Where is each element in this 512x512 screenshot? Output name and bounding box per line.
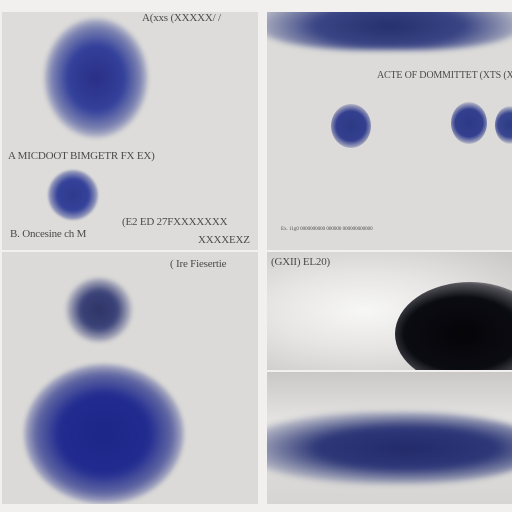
panel-bottom-left: ( Ire Fiesertie xyxy=(2,252,258,504)
panel-caption: Ex. 11g0 0000000000 000000 000000000000 xyxy=(281,227,373,232)
panel-label-right-2: XXXXEXZ xyxy=(198,234,250,246)
panel-label-top: A(xxs (XXXXX/ / xyxy=(142,12,221,24)
panel-label-lower: B. Oncesine ch M xyxy=(10,228,87,240)
blue-dot-right xyxy=(451,102,487,144)
panel-label: ( Ire Fiesertie xyxy=(170,258,227,270)
dark-blob xyxy=(395,282,512,370)
panel-label-right-1: (E2 ED 27FXXXXXXX xyxy=(122,216,228,228)
panel-middle-right: (GXII) EL20) xyxy=(267,252,512,370)
panel-label-middle: A MICDOOT BIMGETR FX EX) xyxy=(8,150,155,162)
large-blue-blob xyxy=(24,364,184,504)
blue-dot-left xyxy=(331,104,371,148)
top-blue-band xyxy=(267,12,512,50)
small-navy-blob xyxy=(66,278,132,342)
panel-bottom-right xyxy=(267,372,512,504)
small-blue-blob xyxy=(48,170,98,220)
large-blue-blob xyxy=(44,18,148,138)
blue-band xyxy=(267,412,512,484)
panel-label: (GXII) EL20) xyxy=(271,256,330,268)
panel-top-right: ACTE OF DOMMITTET (XTS (X Ex. 11g0 00000… xyxy=(267,12,512,250)
panel-top-left: A(xxs (XXXXX/ / A MICDOOT BIMGETR FX EX)… xyxy=(2,12,258,250)
blue-dot-edge xyxy=(495,106,512,144)
panel-label: ACTE OF DOMMITTET (XTS (X xyxy=(377,70,512,81)
